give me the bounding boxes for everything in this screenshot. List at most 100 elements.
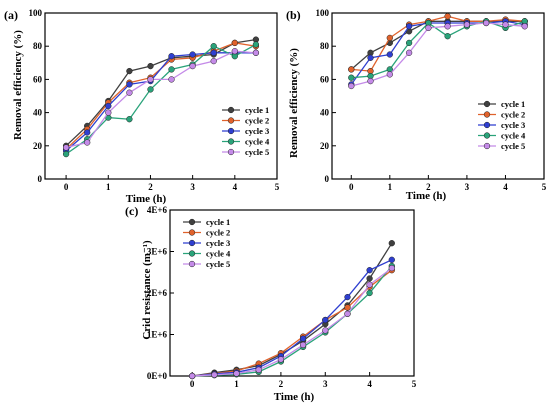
y-tick-label: 60: [320, 74, 330, 84]
panel-label: (a): [4, 8, 18, 22]
legend-label: cycle 1: [206, 217, 230, 227]
legend-marker: [188, 239, 196, 247]
x-tick-label: 2: [148, 182, 153, 192]
data-point: [277, 356, 285, 363]
data-point: [348, 82, 355, 90]
data-point: [126, 89, 133, 96]
panel-label: (b): [286, 8, 301, 22]
data-point: [299, 335, 307, 342]
data-point: [322, 327, 329, 334]
y-tick-label: 20: [33, 141, 43, 151]
series-line-cycle-5: [65, 50, 256, 149]
legend-item-cycle-2: cycle 2: [183, 228, 230, 238]
legend-item-cycle-4: cycle 4: [222, 137, 270, 147]
data-point: [405, 23, 413, 30]
series-line-cycle-3: [350, 20, 525, 85]
data-point: [168, 66, 175, 73]
data-point: [502, 21, 509, 28]
data-point: [189, 372, 196, 380]
data-point: [189, 51, 196, 58]
data-point: [463, 21, 471, 28]
legend-item-cycle-1: cycle 1: [222, 105, 269, 115]
legend-item-cycle-1: cycle 1: [183, 217, 230, 227]
y-tick-label: 0: [38, 174, 43, 184]
data-point: [147, 76, 154, 83]
data-point: [322, 316, 329, 324]
y-tick-label: 0E+0: [147, 371, 168, 381]
series-lines: [62, 36, 260, 158]
data-point: [344, 293, 351, 301]
legend-marker: [227, 106, 235, 114]
y-tick-label: 3E+6: [147, 247, 168, 257]
y-tick-label: 40: [320, 108, 330, 118]
data-point: [231, 48, 238, 55]
data-point: [126, 116, 133, 123]
data-point: [126, 67, 133, 75]
data-point: [366, 281, 373, 288]
data-point: [444, 13, 451, 20]
series-line-cycle-3: [65, 52, 256, 152]
data-point: [344, 310, 351, 317]
series-line-cycle-1: [350, 20, 525, 70]
legend-marker: [188, 218, 196, 226]
data-point: [255, 366, 262, 373]
data-point: [388, 256, 395, 263]
panel-a: (a) Removal efficiency (%) Time (h) 0 1 2 3…: [4, 8, 280, 205]
legend-marker: [227, 138, 235, 145]
x-tick-label: 2: [426, 182, 431, 192]
x-tick-label: 2: [279, 379, 284, 389]
legend-item-cycle-3: cycle 3: [222, 126, 269, 136]
x-axis-title: Time (h): [126, 193, 167, 205]
series-lines: [348, 13, 528, 90]
y-axis-title: Removal efficiency (%): [12, 30, 24, 140]
legend-item-cycle-5: cycle 5: [222, 147, 269, 157]
y-tick-label: 20: [320, 141, 330, 151]
legend-marker: [227, 117, 235, 124]
legend-label: cycle 1: [501, 99, 525, 109]
y-tick-label: 0: [325, 174, 330, 184]
x-tick-label: 4: [367, 379, 372, 389]
data-point: [211, 371, 218, 378]
data-point: [444, 33, 451, 40]
legend-label: cycle 4: [245, 137, 270, 147]
y-tick-label: 40: [33, 108, 43, 118]
data-point: [366, 289, 373, 297]
data-point: [84, 129, 91, 136]
data-point: [189, 62, 196, 70]
legend-marker: [227, 127, 235, 135]
x-tick-label: 0: [349, 182, 354, 192]
axis-ticks: 0 1 2 3 4 5 0 20 40 60 80 100: [29, 8, 280, 192]
x-tick-label: 0: [64, 182, 69, 192]
legend-marker: [483, 121, 491, 129]
y-tick-label: 60: [33, 74, 43, 84]
x-tick-label: 1: [234, 379, 239, 389]
x-axis-title: Time (h): [274, 391, 315, 403]
data-point: [444, 23, 451, 30]
data-point: [348, 66, 355, 73]
data-point: [126, 81, 133, 88]
legend-label: cycle 4: [206, 249, 231, 259]
data-point: [386, 34, 393, 42]
x-tick-label: 4: [503, 182, 508, 192]
series-line-cycle-1: [65, 38, 257, 147]
x-tick-label: 3: [323, 379, 328, 389]
plot-frame: [331, 12, 545, 180]
data-point: [386, 51, 393, 58]
data-point: [299, 341, 307, 349]
series-line-cycle-5: [192, 267, 393, 377]
legend-item-cycle-2: cycle 2: [478, 110, 525, 120]
legend-marker: [483, 111, 491, 118]
legend-label: cycle 2: [245, 116, 269, 126]
data-point: [231, 39, 238, 47]
data-point: [405, 39, 413, 47]
legend-label: cycle 5: [245, 147, 269, 157]
x-tick-label: 5: [542, 182, 547, 192]
data-point: [366, 267, 373, 274]
panel-b: (b) Removal efficiency (%) Time (h) 0 1 2 3…: [286, 8, 547, 202]
x-tick-label: 1: [388, 182, 393, 192]
legend-label: cycle 3: [206, 238, 230, 248]
plot-frame: [44, 12, 278, 180]
